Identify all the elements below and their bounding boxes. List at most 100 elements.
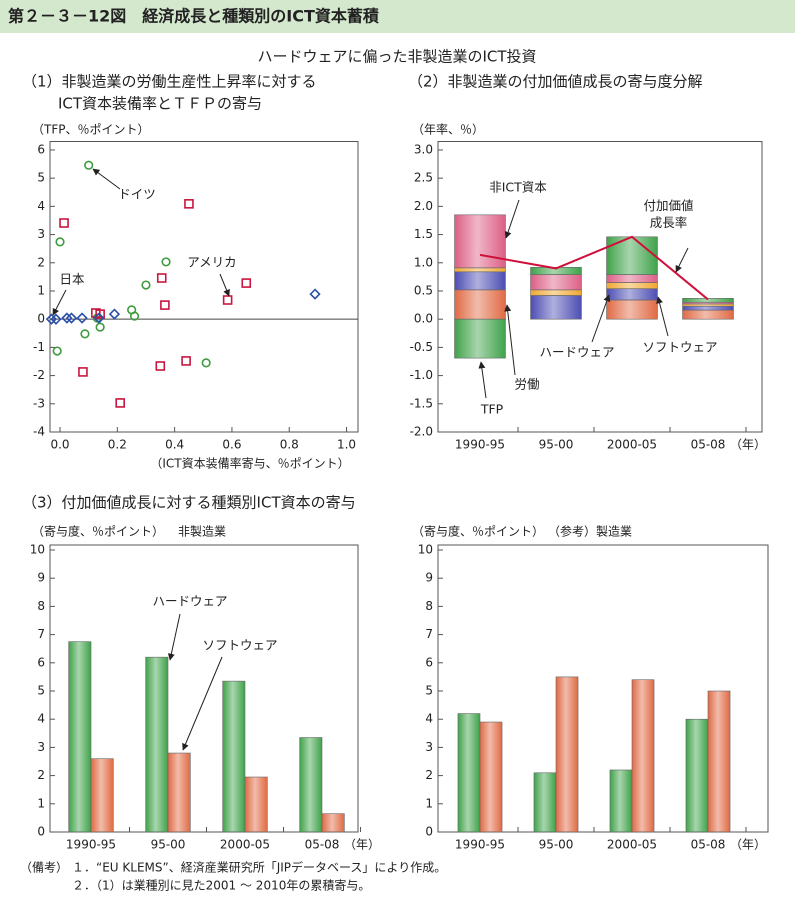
point	[45, 313, 58, 325]
bar	[457, 713, 481, 833]
y-tick-label: 1.5	[414, 227, 433, 241]
y-tick-label: 2	[425, 768, 433, 782]
y-tick-label: 0	[37, 825, 45, 839]
bar	[530, 274, 582, 291]
series-label: ソフトウェア	[642, 340, 717, 355]
bar	[454, 318, 506, 359]
y-tick-label: 9	[425, 571, 433, 585]
point	[115, 398, 125, 408]
point	[108, 308, 121, 320]
point	[59, 218, 69, 228]
series-label: ソフトウェア	[202, 638, 277, 653]
point	[76, 312, 88, 324]
series-label: ドイツ	[118, 187, 156, 202]
x-tick-label: 95-00	[151, 838, 186, 852]
series-label: 非ICT資本	[489, 180, 547, 195]
x-tick-label: 05-08	[305, 838, 340, 852]
bar	[606, 299, 658, 320]
annotation-arrow	[167, 613, 181, 661]
point	[181, 356, 191, 366]
bar	[530, 289, 582, 296]
y-tick-label: -4	[33, 425, 45, 439]
y-tick-label: -1.0	[410, 368, 433, 382]
point	[155, 361, 166, 371]
chart-title: （1）非製造業の労働生産性上昇率に対する	[22, 73, 317, 91]
point	[222, 295, 233, 305]
bar	[555, 676, 579, 833]
y-tick-label: 9	[37, 571, 45, 585]
y-tick-label: 2.0	[414, 199, 433, 213]
y-tick-label: 5	[425, 684, 433, 698]
note: １．“EU KLEMS”、経済産業研究所「JIPデータベース」により作成。	[72, 860, 446, 875]
y-tick-label: 8	[425, 599, 433, 613]
bar	[682, 303, 734, 307]
bar	[530, 295, 582, 320]
y-tick-label: 0	[37, 312, 45, 326]
chart-title: （2）非製造業の付加価値成長の寄与度分解	[408, 73, 703, 91]
panel-subtitle: 非製造業	[178, 525, 226, 539]
bar	[454, 267, 506, 273]
bar	[222, 680, 246, 833]
annotation-arrow	[478, 361, 487, 399]
y-tick-label: 3.0	[414, 142, 433, 156]
y-tick-label: 0.0	[414, 312, 433, 326]
x-axis-label: （ICT資本装備率寄与、％ポイント）	[150, 456, 349, 471]
title-bar	[0, 0, 795, 33]
bar	[606, 236, 658, 275]
bar	[530, 266, 582, 275]
y-tick-label: 5	[37, 171, 45, 185]
y-tick-label: 10	[30, 543, 45, 557]
chart-title: ICT資本装備率とＴＦＰの寄与	[58, 95, 262, 113]
y-tick-label: 8	[37, 599, 45, 613]
plot-frame	[49, 544, 359, 833]
x-tick-label: 95-00	[539, 838, 574, 852]
notes-label: （備考）	[20, 860, 68, 875]
y-tick-label: 4	[37, 712, 45, 726]
bar	[321, 813, 345, 833]
y-tick-label: 5	[37, 684, 45, 698]
chart-title: （3）付加価値成長に対する種類別ICT資本の寄与	[22, 494, 356, 512]
line	[479, 235, 709, 301]
annotation-arrow	[219, 273, 230, 297]
y-tick-label: 4	[37, 199, 45, 213]
y-axis-label: （寄与度、％ポイント）	[32, 524, 164, 539]
y-tick-label: 6	[37, 142, 45, 156]
series-label: アメリカ	[187, 255, 236, 270]
bar	[609, 769, 633, 833]
y-axis-label: （寄与度、％ポイント）	[412, 524, 544, 539]
annotation-arrow	[591, 294, 611, 343]
bar	[299, 737, 323, 833]
y-tick-label: 7	[425, 627, 433, 641]
x-tick-label: 1990-95	[455, 838, 505, 852]
y-tick-label: 0	[425, 825, 433, 839]
series-label: TFP	[480, 402, 504, 417]
series-label: 労働	[514, 377, 539, 392]
y-tick-label: -2	[33, 368, 45, 382]
bar	[682, 305, 734, 311]
y-tick-label: 3	[37, 740, 45, 754]
bar	[244, 776, 268, 833]
bar	[685, 718, 709, 833]
x-tick-label: 05-08	[691, 438, 726, 452]
point	[55, 237, 65, 247]
plot-frame	[437, 141, 763, 433]
point	[95, 309, 105, 319]
plot-frame	[49, 141, 359, 433]
bar	[631, 679, 655, 833]
x-unit: （年）	[344, 838, 380, 852]
x-tick-label: 2000-05	[607, 838, 657, 852]
y-tick-label: 1	[37, 283, 45, 297]
annotation-arrow	[504, 199, 520, 239]
annotation-arrow	[92, 168, 121, 190]
annotation-arrow	[675, 247, 689, 273]
bar	[533, 772, 557, 833]
x-tick-label: 0.6	[222, 438, 241, 452]
bar	[682, 309, 734, 320]
point	[160, 300, 170, 310]
point	[61, 312, 73, 324]
point	[241, 278, 252, 288]
point	[141, 280, 151, 290]
series-label: ハードウェア	[539, 345, 614, 360]
point	[161, 257, 171, 267]
